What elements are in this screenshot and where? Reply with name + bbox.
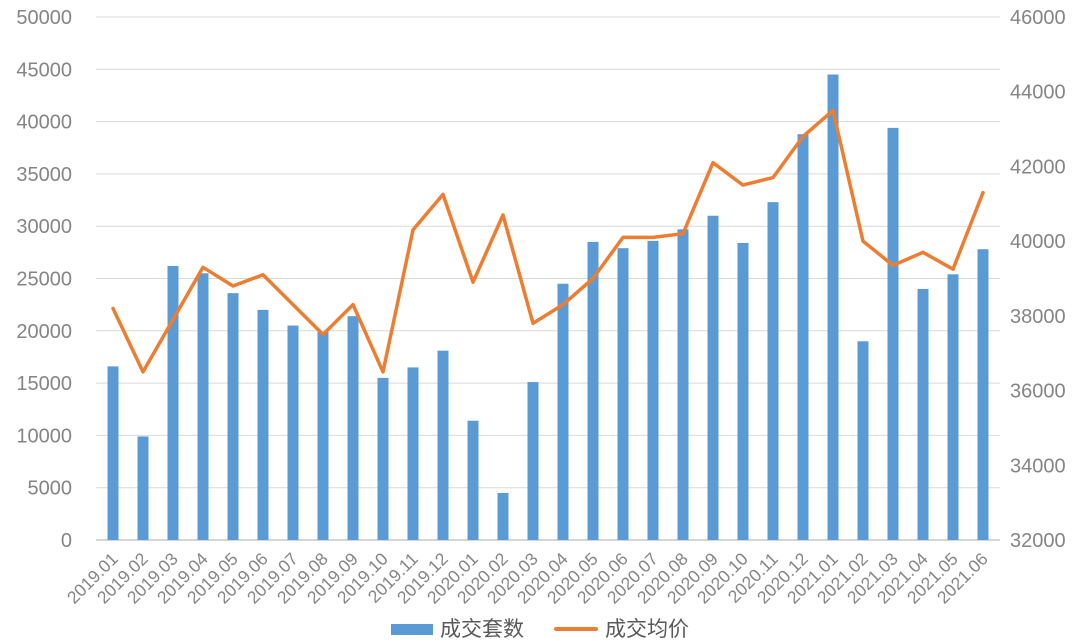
- bar-2020.11: [767, 202, 779, 540]
- bar-2020.08: [677, 229, 689, 540]
- left-axis-tick-10000: 10000: [16, 425, 72, 447]
- bar-2019.08: [317, 331, 329, 540]
- right-axis-tick-46000: 46000: [1010, 7, 1066, 29]
- bar-2021.05: [947, 274, 959, 540]
- legend-item-bar-series: 成交套数: [391, 619, 524, 640]
- left-axis-tick-50000: 50000: [16, 7, 72, 29]
- left-axis-tick-40000: 40000: [16, 112, 72, 134]
- line-series-label: 成交均价: [605, 617, 689, 641]
- bar-2020.02: [497, 492, 509, 540]
- bar-2020.03: [527, 382, 539, 540]
- bar-2020.01: [467, 420, 479, 540]
- right-axis-tick-40000: 40000: [1010, 231, 1066, 253]
- left-axis-tick-30000: 30000: [16, 216, 72, 238]
- bar-2020.06: [617, 248, 629, 540]
- bar-2019.07: [287, 325, 299, 540]
- bar-2020.04: [557, 283, 569, 540]
- price-line: [111, 108, 985, 374]
- line-series-swatch: [554, 627, 598, 631]
- chart-legend: 成交套数 成交均价: [0, 614, 1080, 644]
- bar-2019.10: [377, 377, 389, 540]
- bar-2021.02: [857, 341, 869, 540]
- right-axis-tick-38000: 38000: [1010, 306, 1066, 328]
- right-axis-tick-36000: 36000: [1010, 381, 1066, 403]
- right-axis-tick-32000: 32000: [1010, 530, 1066, 552]
- left-axis-tick-0: 0: [61, 530, 72, 552]
- bar-2021.03: [887, 127, 899, 540]
- left-axis-tick-25000: 25000: [16, 269, 72, 291]
- left-axis-tick-5000: 5000: [28, 478, 73, 500]
- legend-item-line-series: 成交均价: [554, 619, 689, 640]
- bar-2020.05: [587, 241, 599, 540]
- bar-2019.01: [107, 366, 119, 540]
- left-axis-tick-35000: 35000: [16, 164, 72, 186]
- left-axis-tick-20000: 20000: [16, 321, 72, 343]
- bar-2019.02: [137, 436, 149, 540]
- bar-2019.06: [257, 309, 269, 540]
- bar-series-label: 成交套数: [440, 617, 524, 641]
- bar-2019.04: [197, 273, 209, 540]
- right-axis-tick-42000: 42000: [1010, 156, 1066, 178]
- bar-2020.12: [797, 134, 809, 541]
- right-axis-tick-44000: 44000: [1010, 82, 1066, 104]
- bar-2020.10: [737, 242, 749, 540]
- bar-2021.04: [917, 288, 929, 540]
- bar-2019.05: [227, 293, 239, 540]
- bar-2021.06: [977, 249, 989, 540]
- bar-2019.09: [347, 316, 359, 540]
- left-axis-tick-15000: 15000: [16, 373, 72, 395]
- bar-2019.03: [167, 265, 179, 540]
- bar-2020.09: [707, 215, 719, 541]
- bar-2020.07: [647, 240, 659, 540]
- bar-series-swatch: [391, 623, 433, 635]
- bar-2021.01: [827, 74, 839, 540]
- bar-2019.11: [407, 367, 419, 540]
- left-axis-tick-45000: 45000: [16, 59, 72, 81]
- bar-2019.12: [437, 350, 449, 540]
- right-axis-tick-34000: 34000: [1010, 455, 1066, 477]
